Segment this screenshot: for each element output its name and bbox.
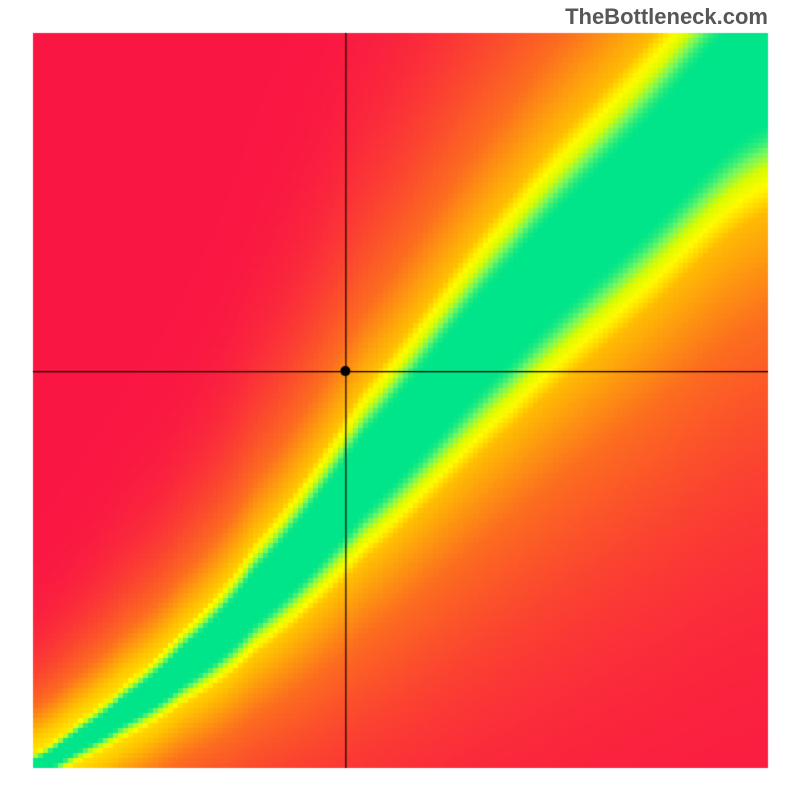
watermark-text: TheBottleneck.com	[565, 4, 768, 30]
crosshair-overlay	[0, 0, 800, 800]
